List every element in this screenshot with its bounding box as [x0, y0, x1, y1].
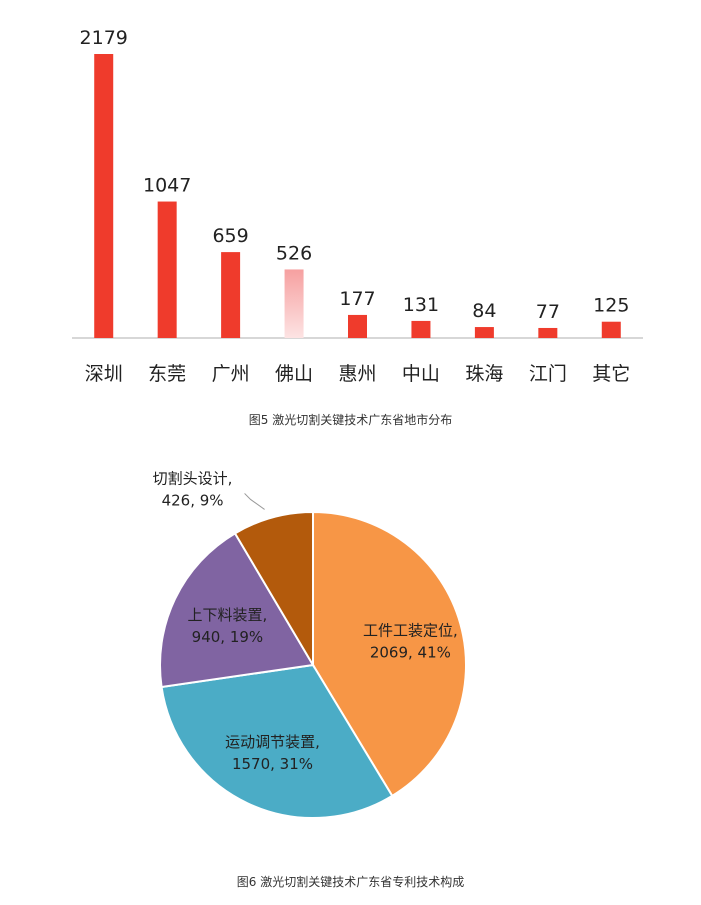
category-label: 珠海 [465, 363, 503, 385]
bar [474, 327, 494, 338]
pie-slice [159, 531, 315, 689]
category-label: 东莞 [148, 363, 186, 385]
bar [348, 314, 367, 338]
category-label: 江门 [529, 363, 567, 385]
bar-chart-caption: 图5 激光切割关键技术广东省地市分布 [248, 413, 453, 427]
bar [601, 321, 621, 338]
bar-chart: 2179 深圳 1047 东莞 659 广州 526 佛山 177 惠州 131 中山 84 珠海 77 江门… [72, 27, 643, 385]
slice-name-label: 上下料装置, [188, 606, 268, 624]
slice-value-label: 2069, 41% [370, 644, 451, 662]
slice-value-label: 940, 19% [192, 628, 264, 646]
bar-value-label: 84 [472, 300, 496, 322]
bar [411, 320, 431, 338]
pie-chart-caption: 图6 激光切割关键技术广东省专利技术构成 [236, 875, 465, 889]
slice-name-label: 切割头设计, [153, 469, 233, 487]
leader-line [244, 493, 265, 510]
slice-value-label: 426, 9% [162, 491, 224, 509]
slice-value-label: 1570, 31% [232, 755, 313, 773]
bar [284, 269, 304, 338]
pie-slice [233, 510, 314, 669]
pie-chart-figure: 工件工装定位, 2069, 41% 运动调节装置, 1570, 31% 上下料装置, 94… [0, 440, 701, 905]
category-label: 其它 [592, 363, 630, 385]
slice-name-label: 工件工装定位, [363, 622, 458, 640]
bar-chart-figure: 2179 深圳 1047 东莞 659 广州 526 佛山 177 惠州 131 中山 84 珠海 77 江门… [0, 0, 701, 440]
bar-value-label: 526 [276, 242, 312, 264]
bar-value-label: 2179 [80, 27, 128, 49]
category-label: 惠州 [338, 363, 376, 385]
bar [221, 252, 241, 338]
slice-name-label: 运动调节装置, [225, 733, 320, 751]
bar [538, 327, 558, 338]
category-label: 中山 [402, 363, 440, 385]
pie-slice [160, 663, 394, 819]
bar-value-label: 1047 [143, 175, 191, 197]
category-label: 深圳 [85, 363, 123, 385]
pie-slice [312, 510, 467, 798]
bar-value-label: 177 [339, 288, 375, 310]
category-label: 佛山 [275, 363, 313, 385]
pie-chart: 工件工装定位, 2069, 41% 运动调节装置, 1570, 31% 上下料装置, 94… [153, 469, 467, 819]
bar [157, 201, 177, 338]
bar-value-label: 659 [212, 225, 248, 247]
bar-value-label: 131 [403, 294, 439, 316]
category-label: 广州 [212, 363, 250, 385]
bar-value-label: 125 [593, 295, 629, 317]
bar-value-label: 77 [536, 301, 560, 323]
bar [94, 54, 114, 338]
